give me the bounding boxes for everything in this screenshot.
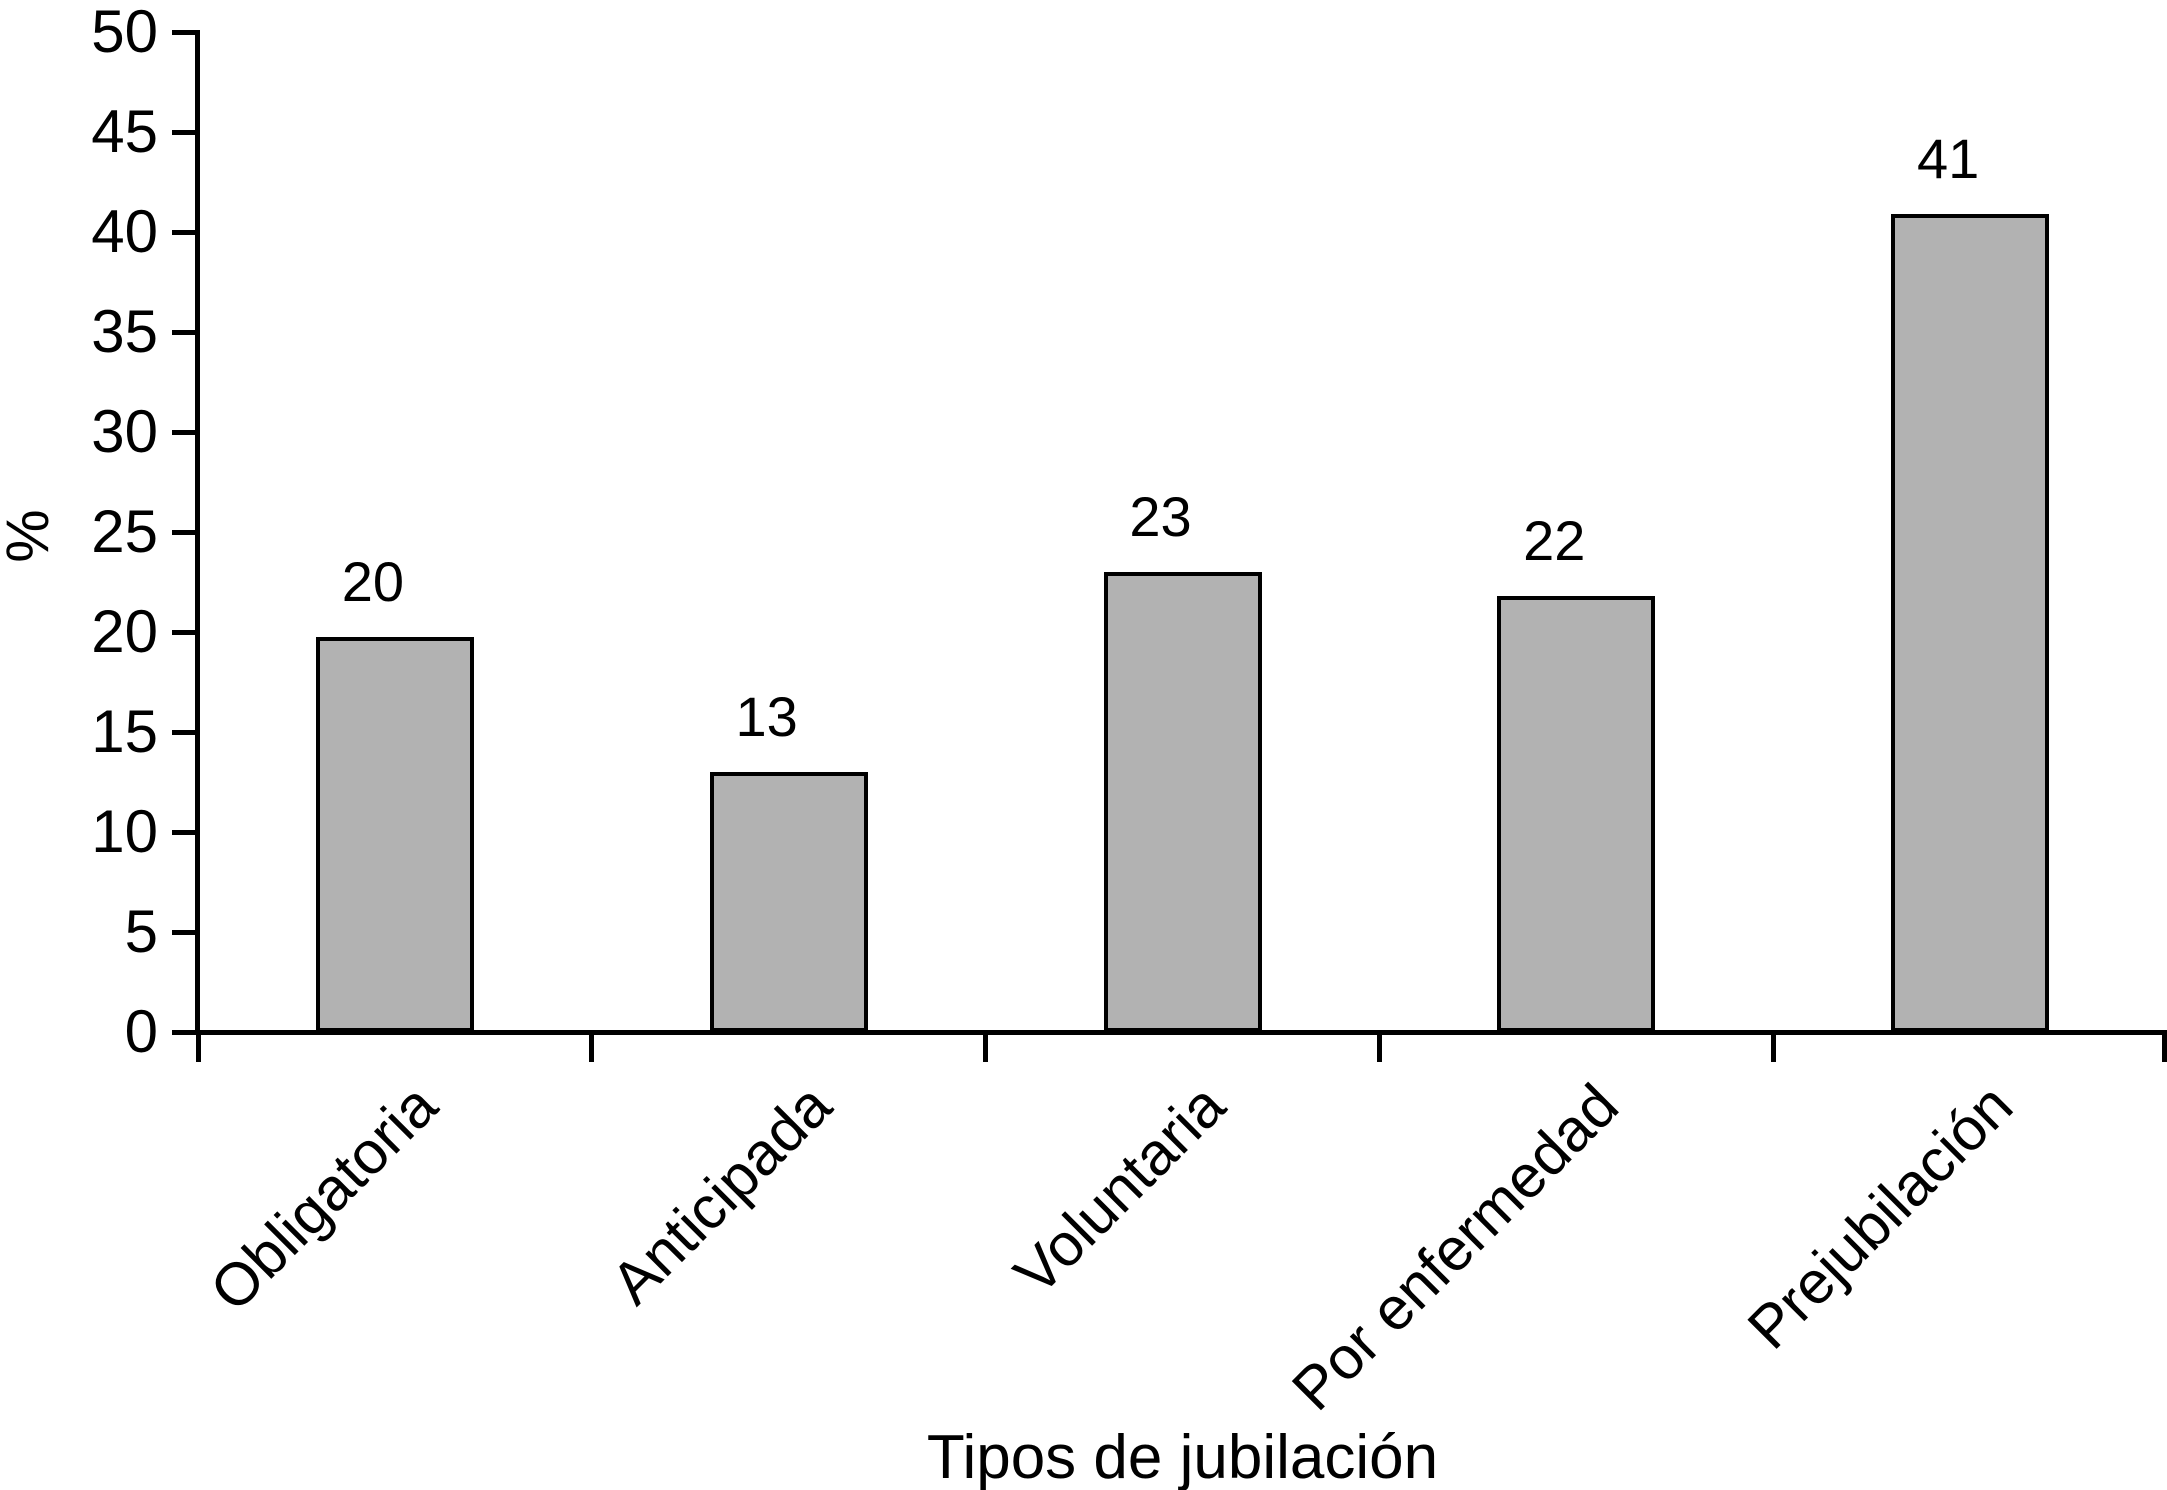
y-tick-label: 35 (91, 298, 158, 365)
category-label: Voluntaria (1001, 1071, 1238, 1308)
y-tick (172, 629, 198, 635)
y-tick (172, 829, 198, 835)
x-axis-line (195, 1030, 2167, 1035)
bar-value-label: 20 (341, 550, 405, 613)
x-tick (195, 1030, 201, 1062)
bar (1891, 214, 2050, 1032)
category-label: Prejubilación (1734, 1071, 2025, 1362)
x-tick (1770, 1030, 1776, 1062)
bar (1103, 572, 1262, 1032)
y-tick-label: 30 (91, 398, 158, 465)
bar-value-label: 23 (1129, 485, 1192, 548)
y-tick (172, 929, 198, 935)
bar (1497, 596, 1656, 1032)
x-axis-title: Tipos de jubilación (926, 1423, 1439, 1490)
bar (709, 772, 868, 1032)
bar (315, 637, 474, 1032)
y-tick-label: 15 (91, 698, 158, 765)
y-axis-title: % (0, 509, 61, 563)
category-label: Por enfermedad (1279, 1071, 1631, 1423)
x-tick (2162, 1030, 2167, 1062)
y-tick-label: 10 (91, 798, 158, 865)
y-tick (172, 529, 198, 535)
y-tick-label: 45 (91, 98, 158, 165)
y-tick-label: 20 (91, 598, 158, 665)
y-tick-label: 50 (91, 0, 158, 65)
x-tick (983, 1030, 989, 1062)
y-tick-label: 0 (124, 998, 158, 1065)
category-label: Anticipada (597, 1071, 844, 1317)
y-tick (172, 429, 198, 435)
y-tick (172, 329, 198, 335)
bar-value-label: 13 (735, 685, 798, 748)
y-tick-label: 40 (91, 198, 158, 265)
y-tick (172, 229, 198, 235)
x-tick (589, 1030, 595, 1062)
y-tick-label: 25 (91, 498, 158, 565)
y-tick (172, 29, 198, 35)
y-tick (172, 1029, 198, 1035)
y-tick-label: 5 (124, 898, 158, 965)
category-label: Obligatoria (197, 1071, 450, 1324)
y-tick (172, 729, 198, 735)
bar-value-label: 41 (1916, 127, 1980, 190)
y-tick (172, 129, 198, 135)
bar-value-label: 22 (1523, 509, 1586, 572)
x-tick (1376, 1030, 1382, 1062)
